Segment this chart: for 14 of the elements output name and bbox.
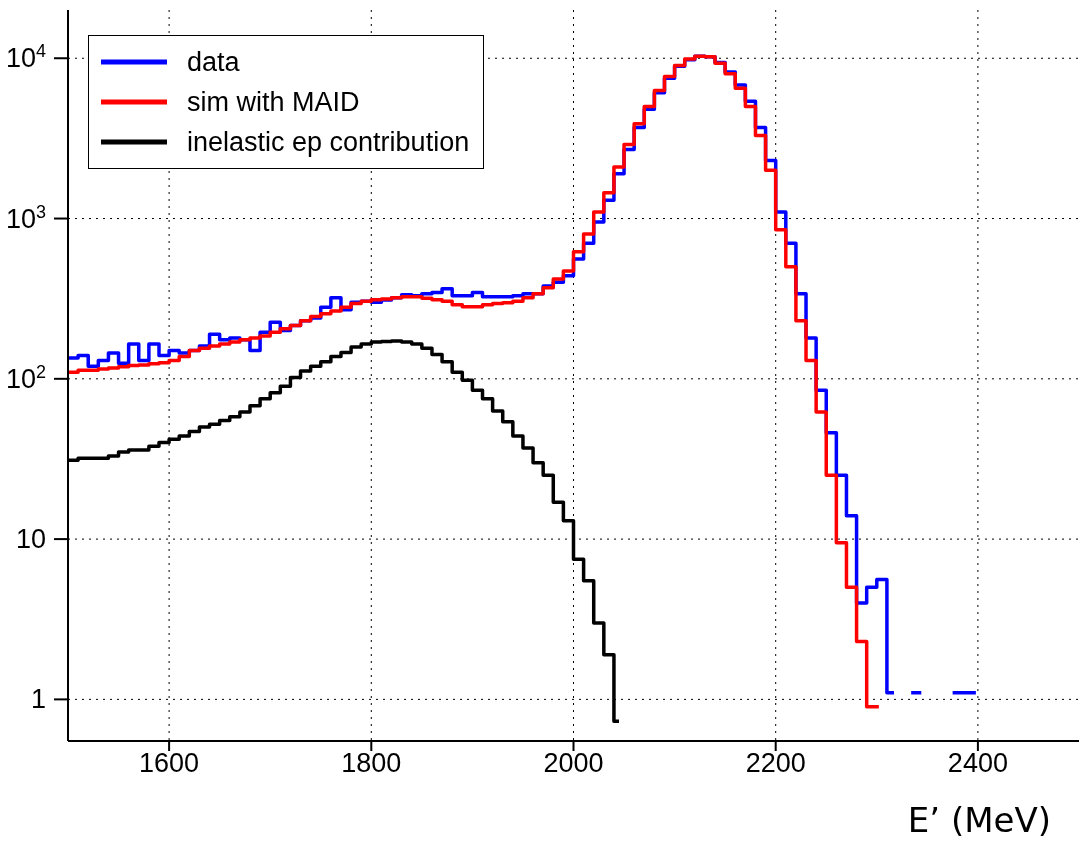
- y-tick-label: 10$^{3}$: [5, 201, 46, 234]
- y-tick-label: 10$^{2}$: [5, 361, 46, 394]
- y-tick-label: 10$^{4}$: [5, 41, 46, 74]
- x-axis-title: E’ (MeV): [907, 800, 1051, 840]
- x-tick-label: 1800: [341, 748, 402, 779]
- x-tick-label: 2400: [947, 748, 1008, 779]
- y-tick-label: 1: [30, 684, 46, 715]
- legend-label: sim with MAID: [187, 86, 360, 119]
- legend-label: data: [187, 46, 240, 79]
- legend-label: inelastic ep contribution: [187, 126, 470, 159]
- x-tick-label: 2200: [745, 748, 806, 779]
- x-tick-label: 2000: [543, 748, 604, 779]
- x-tick-label: 1600: [139, 748, 200, 779]
- y-tick-label: 10: [15, 524, 46, 555]
